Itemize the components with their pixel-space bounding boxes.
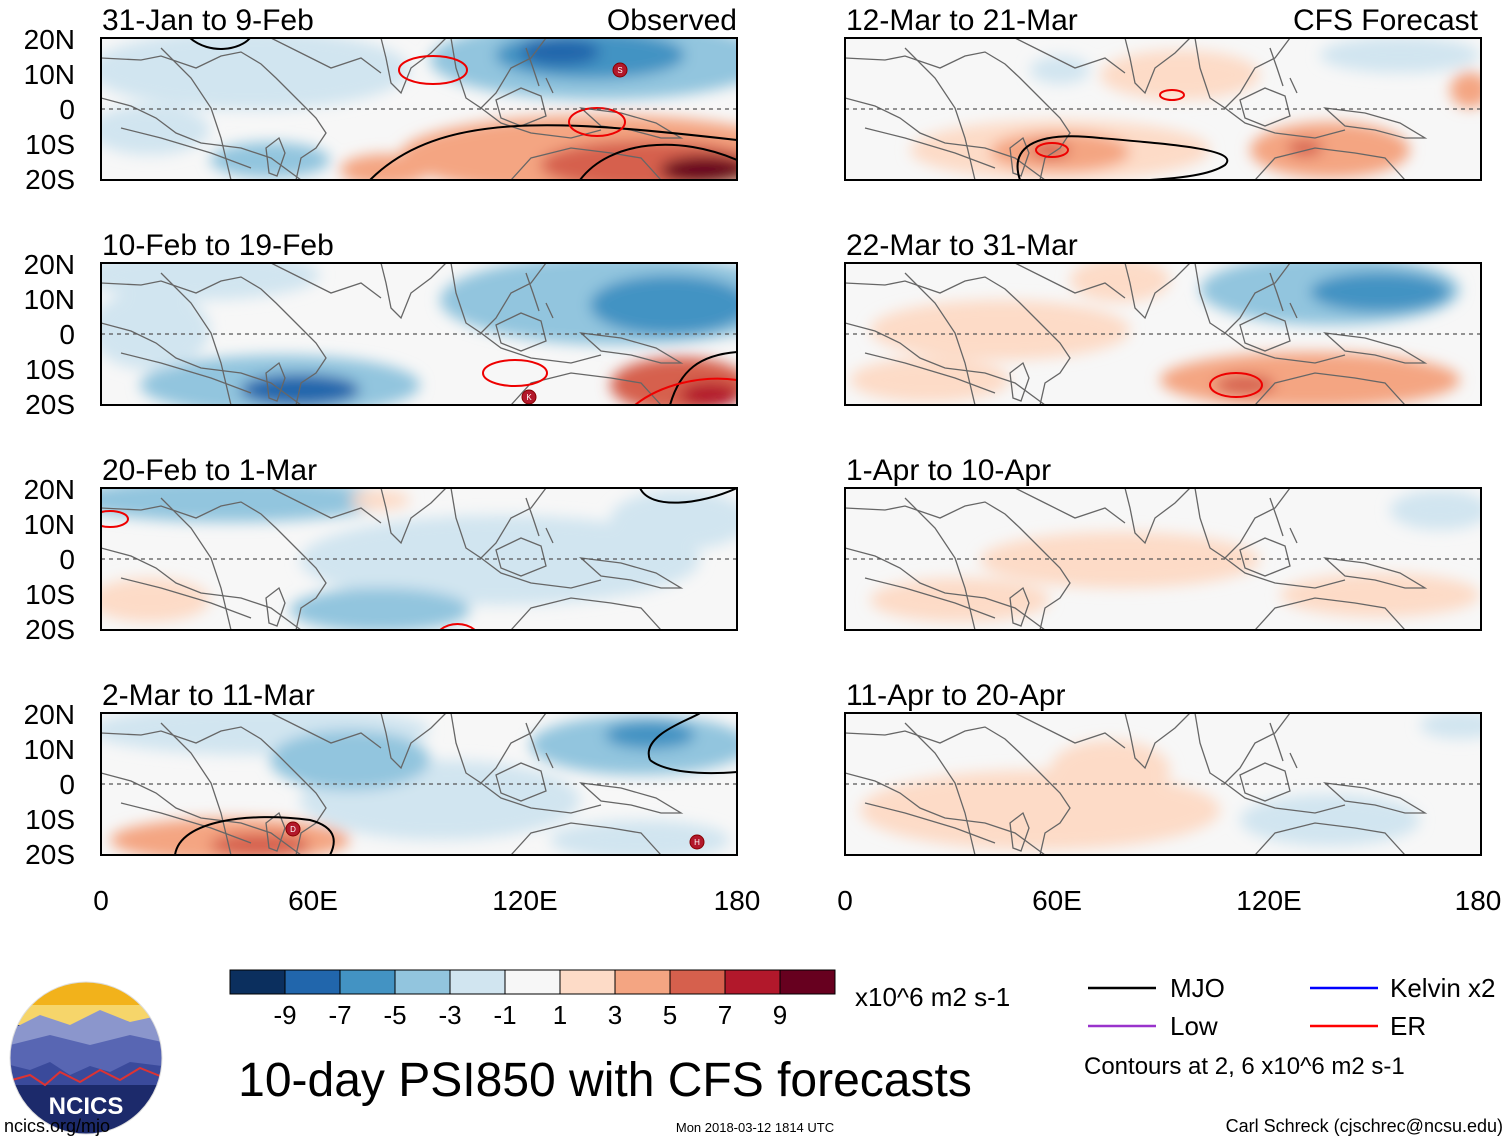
legend-label-low: Low [1170, 1011, 1218, 1041]
colorbar-tick-label: 1 [553, 1000, 567, 1030]
storm-marker-icon [689, 834, 705, 850]
lat-tick: 0 [59, 544, 75, 575]
lon-tick: 0 [837, 885, 853, 916]
colorbar-swatch [394, 969, 451, 995]
contour-note: Contours at 2, 6 x10^6 m2 s-1 [1084, 1053, 1405, 1080]
colorbar-swatch [284, 969, 341, 995]
colorbar-swatch [559, 969, 616, 995]
colorbar-swatch [779, 969, 836, 995]
lat-axis-left: 20N 10N 0 10S 20S 20N 10N 0 10S 20S 20N … [24, 24, 75, 870]
colorbar-tick-label: 7 [718, 1000, 732, 1030]
panel-right-4: 11-Apr to 20-Apr [844, 679, 1482, 856]
colorbar-tick-label: -7 [328, 1000, 351, 1030]
cfs-forecast-label: CFS Forecast [1293, 4, 1479, 37]
lat-tick: 20S [25, 164, 75, 195]
panel-left-4: D H 2-Mar to 11-Mar [100, 679, 738, 856]
colorbar-swatch [449, 969, 506, 995]
panel-period-label: 1-Apr to 10-Apr [846, 454, 1051, 487]
colorbar-tick-label: 5 [663, 1000, 677, 1030]
lat-tick: 10N [24, 509, 75, 540]
footer-timestamp: Mon 2018-03-12 1814 UTC [676, 1120, 834, 1135]
colorbar-swatch [724, 969, 781, 995]
legend-label-er: ER [1390, 1011, 1426, 1041]
colorbar: -9 -7 -5 -3 -1 1 3 5 7 9 x10^6 m2 s-1 [229, 969, 1010, 1030]
lat-tick: 20S [25, 839, 75, 870]
lat-tick: 10S [25, 129, 75, 160]
colorbar-tick-label: -5 [383, 1000, 406, 1030]
panel-left-3: 20-Feb to 1-Mar [100, 454, 738, 631]
logo-text: NCICS [49, 1093, 124, 1120]
panel-period-label: 31-Jan to 9-Feb [102, 4, 314, 37]
footer-author: Carl Schreck (cjschrec@ncsu.edu) [1226, 1116, 1503, 1136]
lat-tick: 10S [25, 804, 75, 835]
panel-right-3: 1-Apr to 10-Apr [844, 454, 1482, 631]
storm-marker-label: S [617, 66, 622, 75]
storm-marker-label: K [526, 393, 532, 402]
colorbar-tick-label: -3 [438, 1000, 461, 1030]
footer-link[interactable]: ncics.org/mjo [4, 1116, 110, 1136]
legend: MJO Kelvin x2 Low ER Contours at 2, 6 x1… [1084, 973, 1496, 1080]
legend-label-kelvin: Kelvin x2 [1390, 973, 1496, 1003]
storm-marker-icon [612, 62, 628, 78]
legend-label-mjo: MJO [1170, 973, 1225, 1003]
colorbar-units: x10^6 m2 s-1 [855, 982, 1010, 1012]
lat-tick: 20S [25, 614, 75, 645]
colorbar-swatch [669, 969, 726, 995]
lon-tick: 180 [714, 885, 761, 916]
page-title: 10-day PSI850 with CFS forecasts [238, 1054, 972, 1107]
lon-tick: 120E [492, 885, 557, 916]
observed-label: Observed [607, 4, 737, 37]
lon-axis-right: 0 60E 120E 180 [837, 885, 1501, 916]
lat-tick: 20N [24, 24, 75, 55]
colorbar-swatch [229, 969, 286, 995]
lat-tick: 10N [24, 734, 75, 765]
panel-period-label: 2-Mar to 11-Mar [102, 679, 315, 712]
storm-marker-icon [285, 821, 301, 837]
panel-left-2: K 10-Feb to 19-Feb [100, 229, 738, 406]
lat-tick: 10S [25, 579, 75, 610]
panel-left-1: S 31-Jan to 9-Feb Observed [100, 4, 738, 181]
panel-right-1: 12-Mar to 21-Mar CFS Forecast [844, 4, 1482, 181]
lon-axis-left: 0 60E 120E 180 [93, 885, 760, 916]
colorbar-tick-label: 9 [773, 1000, 787, 1030]
lat-tick: 20S [25, 389, 75, 420]
lat-tick: 20N [24, 474, 75, 505]
lat-tick: 0 [59, 94, 75, 125]
storm-marker-label: D [290, 825, 296, 834]
lon-tick: 120E [1236, 885, 1301, 916]
panel-right-2: 22-Mar to 31-Mar [844, 229, 1482, 406]
panel-period-label: 11-Apr to 20-Apr [846, 679, 1066, 712]
ncics-logo[interactable]: NCICS [9, 981, 163, 1135]
lat-tick: 10S [25, 354, 75, 385]
lat-tick: 0 [59, 319, 75, 350]
lat-tick: 20N [24, 699, 75, 730]
lon-tick: 0 [93, 885, 109, 916]
colorbar-swatch [504, 969, 561, 995]
lat-tick: 0 [59, 769, 75, 800]
panel-period-label: 12-Mar to 21-Mar [846, 4, 1078, 37]
panel-period-label: 22-Mar to 31-Mar [846, 229, 1078, 262]
colorbar-swatch [339, 969, 396, 995]
lon-tick: 60E [1032, 885, 1082, 916]
lat-tick: 10N [24, 59, 75, 90]
lat-tick: 20N [24, 249, 75, 280]
colorbar-tick-label: -1 [493, 1000, 516, 1030]
storm-marker-label: H [694, 838, 700, 847]
lon-tick: 180 [1455, 885, 1502, 916]
lat-tick: 10N [24, 284, 75, 315]
panel-period-label: 10-Feb to 19-Feb [102, 229, 334, 262]
colorbar-tick-label: -9 [273, 1000, 296, 1030]
colorbar-tick-label: 3 [608, 1000, 622, 1030]
panel-period-label: 20-Feb to 1-Mar [102, 454, 317, 487]
colorbar-swatch [614, 969, 671, 995]
lon-tick: 60E [288, 885, 338, 916]
